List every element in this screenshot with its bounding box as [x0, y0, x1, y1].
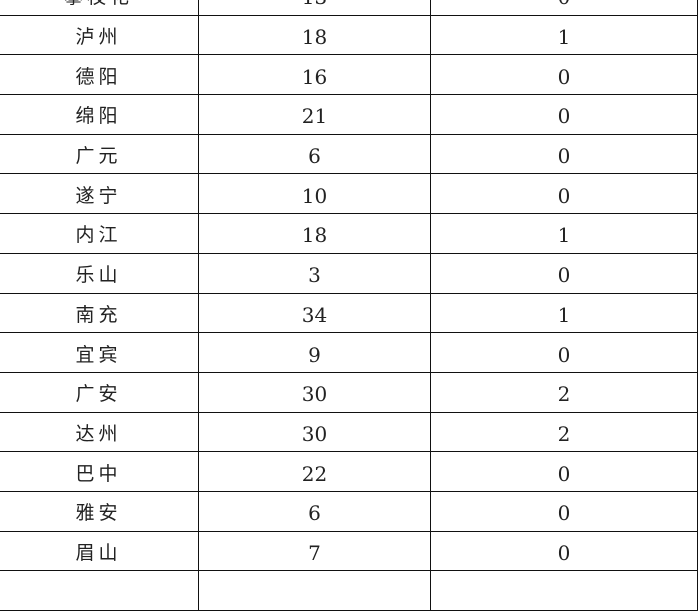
table-row: 眉山 7 0: [0, 530, 698, 572]
count-cell: 30: [198, 411, 431, 453]
count2-cell: 1: [430, 14, 698, 56]
table-row: 遂宁 10 0: [0, 173, 698, 215]
city-cell: 巴中: [0, 451, 199, 492]
count-cell: 7: [198, 530, 431, 572]
city-cell: 达州: [0, 411, 199, 453]
table-row: 巴中 22 0: [0, 451, 698, 492]
count2-cell: 1: [430, 292, 698, 334]
count2-cell: 1: [430, 213, 698, 254]
count-cell: 3: [198, 252, 431, 294]
count-cell: 6: [198, 133, 431, 175]
city-cell: 广元: [0, 133, 199, 175]
count-cell: 16: [198, 54, 431, 96]
city-cell: 攀枝花: [0, 0, 199, 16]
count2-cell: 2: [430, 411, 698, 453]
count-cell: 18: [198, 213, 431, 254]
count-cell: 9: [198, 332, 431, 373]
count-cell: 10: [198, 173, 431, 215]
count2-cell: 0: [430, 173, 698, 215]
city-cell: 广安: [0, 371, 199, 413]
count-cell: 18: [198, 14, 431, 56]
city-cell: 绵阳: [0, 94, 199, 135]
table-row: 德阳 16 0: [0, 54, 698, 96]
city-cell: 泸州: [0, 14, 199, 56]
city-cell: 眉山: [0, 530, 199, 572]
table-row: 广安 30 2: [0, 371, 698, 413]
table-row: 泸州 18 1: [0, 14, 698, 56]
count-cell: 21: [198, 94, 431, 135]
count-cell: 30: [198, 371, 431, 413]
table-row: 宜宾 9 0: [0, 332, 698, 373]
city-cell: 遂宁: [0, 173, 199, 215]
city-cell: 宜宾: [0, 332, 199, 373]
count2-cell: 0: [430, 252, 698, 294]
count2-cell: 0: [430, 54, 698, 96]
table-row: 绵阳 21 0: [0, 94, 698, 135]
count2-cell: 0: [430, 451, 698, 492]
table-row: 南充 34 1: [0, 292, 698, 334]
city-cell: 内江: [0, 213, 199, 254]
table-row: 达州 30 2: [0, 411, 698, 453]
count2-cell: 2: [430, 371, 698, 413]
city-cell: 雅安: [0, 490, 199, 532]
count-cell: 6: [198, 490, 431, 532]
city-cell: 乐山: [0, 252, 199, 294]
count-cell: 13: [198, 0, 431, 16]
table-row: 广元 6 0: [0, 133, 698, 175]
count2-cell: 0: [430, 133, 698, 175]
city-cell: 德阳: [0, 54, 199, 96]
table-row: 内江 18 1: [0, 213, 698, 254]
count2-cell: 0: [430, 530, 698, 572]
count2-cell: 0: [430, 490, 698, 532]
table-row-partial: [0, 570, 698, 611]
count2-cell: 0: [430, 0, 698, 16]
count-cell: 22: [198, 451, 431, 492]
table-row: 攀枝花130: [0, 0, 698, 16]
count2-cell: 0: [430, 332, 698, 373]
table-row: 雅安 6 0: [0, 490, 698, 532]
table-row: 乐山 3 0: [0, 252, 698, 294]
city-cell: 南充: [0, 292, 199, 334]
count-cell: 34: [198, 292, 431, 334]
count2-cell: 0: [430, 94, 698, 135]
